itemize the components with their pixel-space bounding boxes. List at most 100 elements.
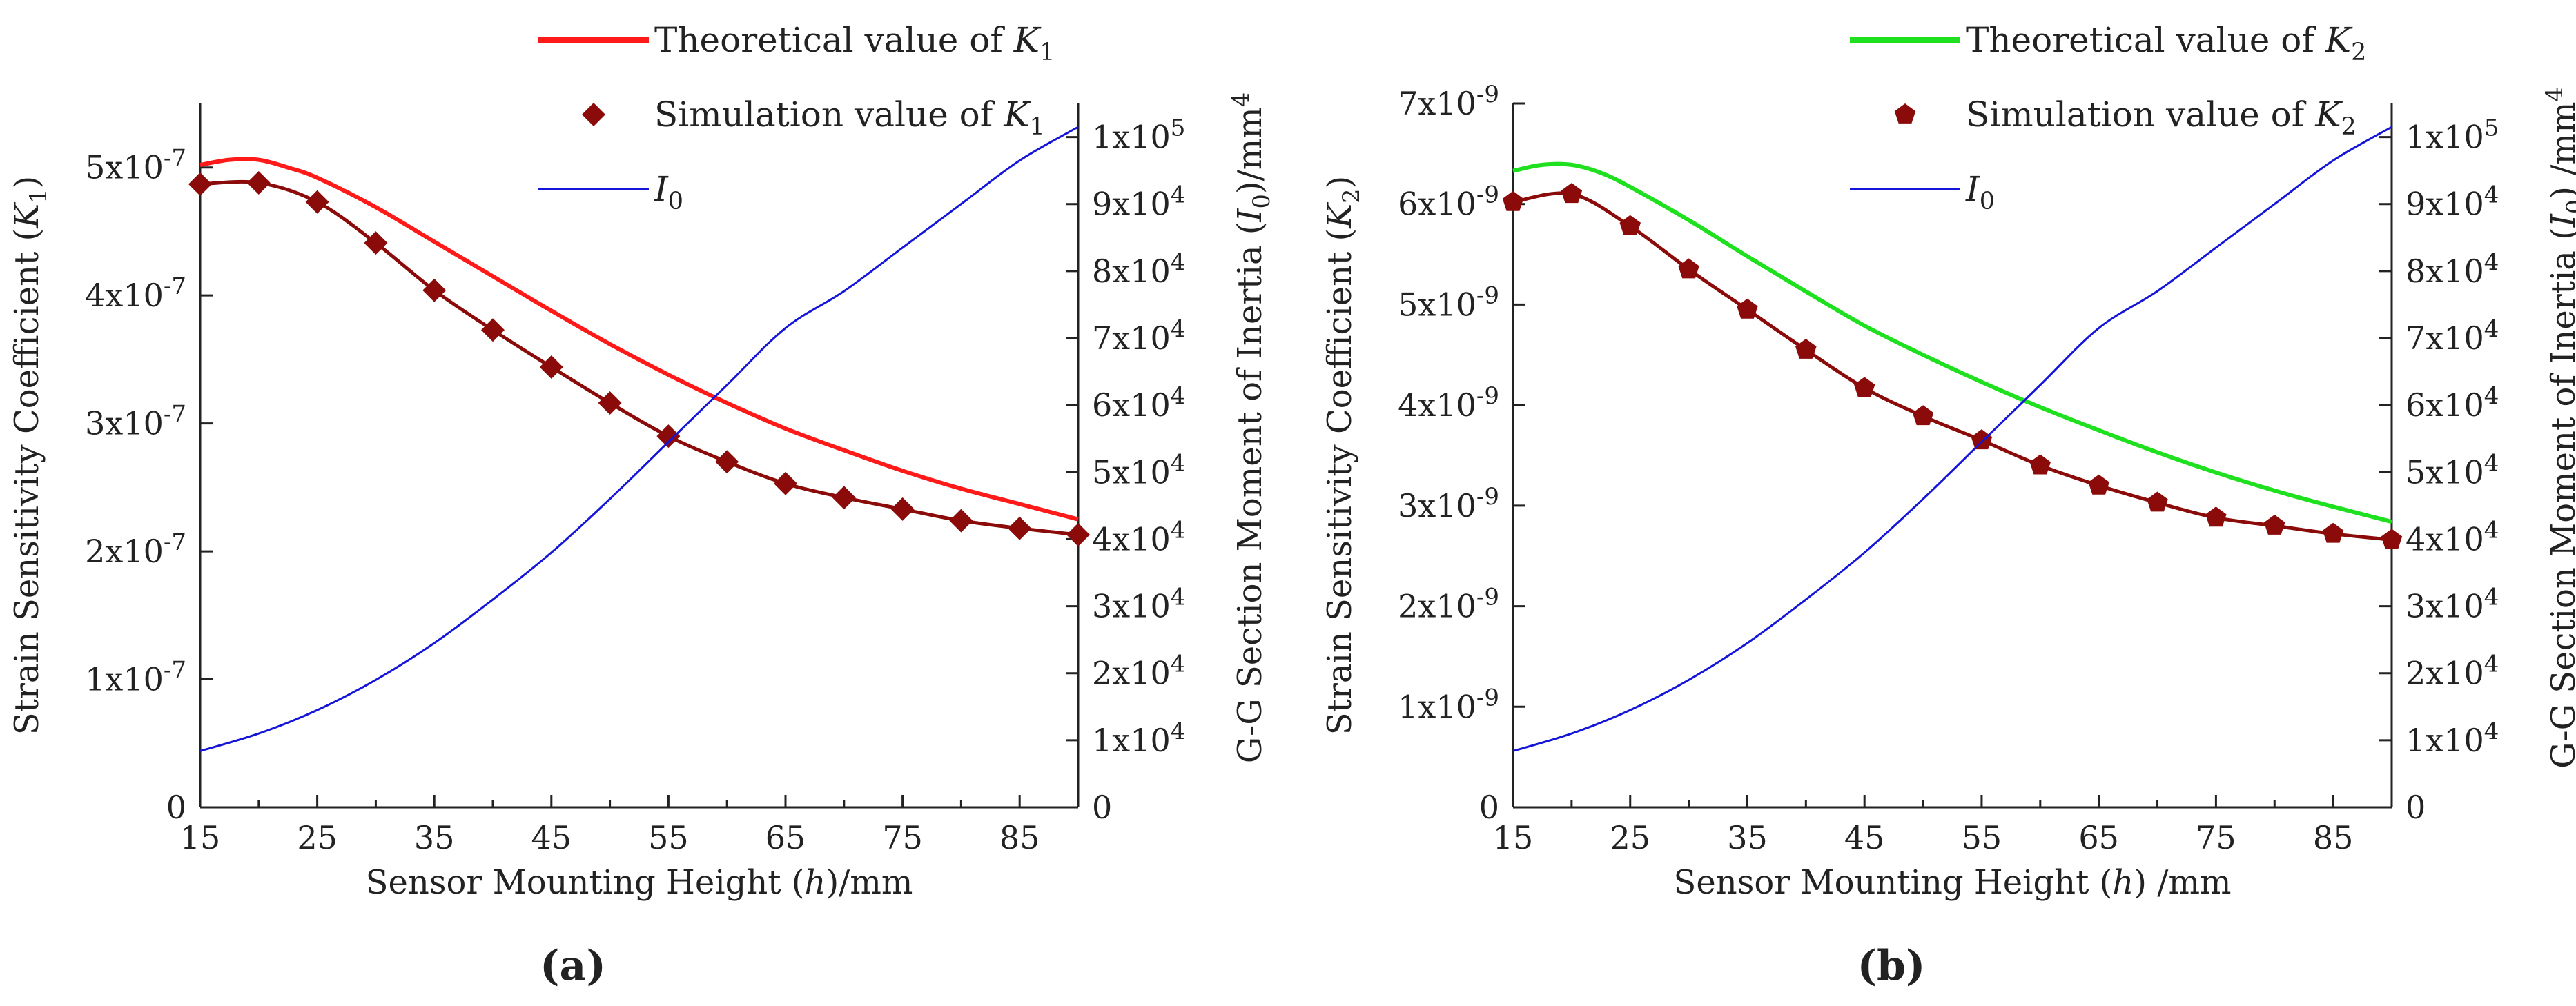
- data-point-simulation-value-of-k1: [832, 486, 856, 510]
- data-point-simulation-value-of-k2: [1795, 339, 1817, 359]
- y-right-tick-label: 7x104: [1092, 315, 1185, 357]
- x-tick-label: 75: [2196, 819, 2236, 856]
- y-right-tick-label: 7x104: [2406, 315, 2499, 357]
- y-right-tick-label: 2x104: [2406, 651, 2499, 692]
- y-left-tick-label: 2x10-9: [1398, 584, 1499, 625]
- y-right-tick-label: 6x104: [1092, 382, 1185, 424]
- legend-label-simulation-value-of-k1: Simulation value of K1​: [654, 95, 1045, 141]
- data-point-simulation-value-of-k1: [246, 170, 271, 195]
- x-axis-label: Sensor Mounting Height (h) /mm: [1673, 863, 2231, 902]
- x-tick-label: 35: [1727, 819, 1768, 856]
- data-point-simulation-value-of-k1: [656, 424, 681, 448]
- data-point-simulation-value-of-k2: [2088, 474, 2109, 495]
- panel-a: 15 25 35 45 55 65 75 85 0 1x10-7 2x10-7 3x10-7 4x10-…: [8, 20, 1275, 990]
- y-right-tick-label: 9x104: [2406, 181, 2499, 223]
- legend-label-simulation-value-of-k2: Simulation value of K2​: [1966, 95, 2357, 141]
- data-point-simulation-value-of-k1: [481, 318, 505, 342]
- data-point-simulation-value-of-k2: [1971, 429, 1993, 450]
- y-right-tick-label: 8x104: [2406, 248, 2499, 290]
- x-tick-label: 45: [1844, 819, 1885, 856]
- y-left-tick-label: 2x10-7: [85, 529, 186, 570]
- data-point-simulation-value-of-k1: [598, 391, 622, 415]
- y-left-tick-label: 1x10-9: [1398, 684, 1499, 725]
- series-line-simulation-value-of-k1: [199, 179, 1079, 537]
- panel-b: 15 25 35 45 55 65 75 85 0 1x10-9 2x10-9 3x10-9 4x10-…: [1320, 20, 2576, 990]
- x-axis-label: Sensor Mounting Height (h)/mm: [366, 863, 913, 902]
- y-right-tick-label: 1x105: [2406, 115, 2499, 156]
- data-point-simulation-value-of-k1: [715, 450, 739, 474]
- x-tick-label: 85: [999, 819, 1040, 856]
- x-tick-label: 15: [1493, 819, 1534, 856]
- x-tick-label: 65: [2078, 819, 2119, 856]
- y-left-tick-label: 3x10-7: [85, 401, 186, 442]
- y-axis-label-left: Strain Sensitivity Coefficient (K1): [8, 176, 52, 736]
- legend-label-theoretical-value-of-k2: Theoretical value of K2​: [1966, 20, 2366, 66]
- x-tick-label: 55: [1962, 819, 2002, 856]
- data-point-simulation-value-of-k2: [1502, 190, 1524, 211]
- legend-marker-simulation-value-of-k2: [1894, 103, 1916, 124]
- y-left-tick-label: 3x10-9: [1398, 483, 1499, 524]
- y-right-tick-label: 4x104: [2406, 516, 2499, 558]
- data-point-simulation-value-of-k2: [1854, 377, 1875, 397]
- data-point-simulation-value-of-k1: [364, 231, 388, 255]
- data-point-simulation-value-of-k1: [422, 278, 447, 302]
- y-axis-label-right: G-G Section Moment of Inertia (I0)/mm4: [1227, 92, 1275, 763]
- series-line-simulation-value-of-k2: [1512, 191, 2392, 542]
- y-left-tick-label: 5x10-7: [85, 145, 186, 186]
- data-point-simulation-value-of-k1: [949, 509, 973, 533]
- y-right-tick-label: 0: [1092, 789, 1112, 826]
- series-line-theoretical-value-of-k2: [1512, 161, 2392, 524]
- y-right-tick-label: 3x104: [1092, 584, 1185, 625]
- data-point-simulation-value-of-k1: [1008, 516, 1032, 540]
- data-point-simulation-value-of-k2: [1561, 183, 1583, 204]
- y-left-tick-label: 4x10-7: [85, 273, 186, 314]
- x-tick-label: 35: [414, 819, 455, 856]
- series-line-i0: [1512, 126, 2392, 752]
- x-tick-label: 75: [882, 819, 923, 856]
- series-line-i0: [199, 126, 1079, 752]
- y-left-tick-label: 7x10-9: [1398, 81, 1499, 122]
- data-point-simulation-value-of-k2: [2147, 491, 2168, 512]
- x-tick-label: 85: [2313, 819, 2354, 856]
- data-point-simulation-value-of-k1: [1066, 522, 1090, 546]
- data-point-simulation-value-of-k1: [188, 172, 212, 196]
- y-right-tick-label: 0: [2406, 789, 2426, 826]
- y-right-tick-label: 4x104: [1092, 516, 1185, 558]
- panel-label: (a): [540, 942, 606, 990]
- y-right-tick-label: 2x104: [1092, 651, 1185, 692]
- y-axis-label-left: Strain Sensitivity Coefficient (K2): [1320, 176, 1365, 736]
- data-point-simulation-value-of-k2: [1619, 215, 1641, 235]
- y-right-tick-label: 1x105: [1092, 115, 1185, 156]
- panel-label: (b): [1857, 942, 1926, 990]
- legend-label-i0: I0​: [1965, 169, 1995, 215]
- data-point-simulation-value-of-k2: [2029, 454, 2051, 475]
- x-tick-label: 25: [297, 819, 338, 856]
- y-right-tick-label: 3x104: [2406, 584, 2499, 625]
- y-right-tick-label: 5x104: [2406, 449, 2499, 491]
- data-point-simulation-value-of-k2: [2381, 529, 2403, 549]
- data-point-simulation-value-of-k2: [1737, 298, 1758, 319]
- x-tick-label: 25: [1610, 819, 1650, 856]
- legend-marker-simulation-value-of-k1: [582, 103, 605, 126]
- y-left-tick-label: 5x10-9: [1398, 282, 1499, 323]
- data-point-simulation-value-of-k2: [2205, 506, 2227, 527]
- legend-label-theoretical-value-of-k1: Theoretical value of K1​: [654, 20, 1055, 66]
- y-right-tick-label: 5x104: [1092, 449, 1185, 491]
- y-left-tick-label: 0: [166, 789, 186, 826]
- y-right-tick-label: 1x104: [2406, 718, 2499, 759]
- y-left-tick-label: 4x10-9: [1398, 382, 1499, 424]
- y-right-tick-label: 9x104: [1092, 181, 1185, 223]
- x-tick-label: 65: [765, 819, 806, 856]
- data-point-simulation-value-of-k2: [2322, 522, 2344, 543]
- data-point-simulation-value-of-k1: [539, 355, 563, 379]
- x-tick-label: 55: [648, 819, 689, 856]
- y-axis-label-right: G-G Section Moment of Inertia (I0) /mm4: [2541, 87, 2576, 769]
- y-right-tick-label: 8x104: [1092, 248, 1185, 290]
- data-point-simulation-value-of-k2: [1678, 258, 1699, 279]
- y-right-tick-label: 6x104: [2406, 382, 2499, 424]
- data-point-simulation-value-of-k1: [305, 190, 329, 214]
- x-tick-label: 15: [180, 819, 221, 856]
- data-point-simulation-value-of-k1: [890, 497, 915, 521]
- data-point-simulation-value-of-k2: [1912, 405, 1934, 426]
